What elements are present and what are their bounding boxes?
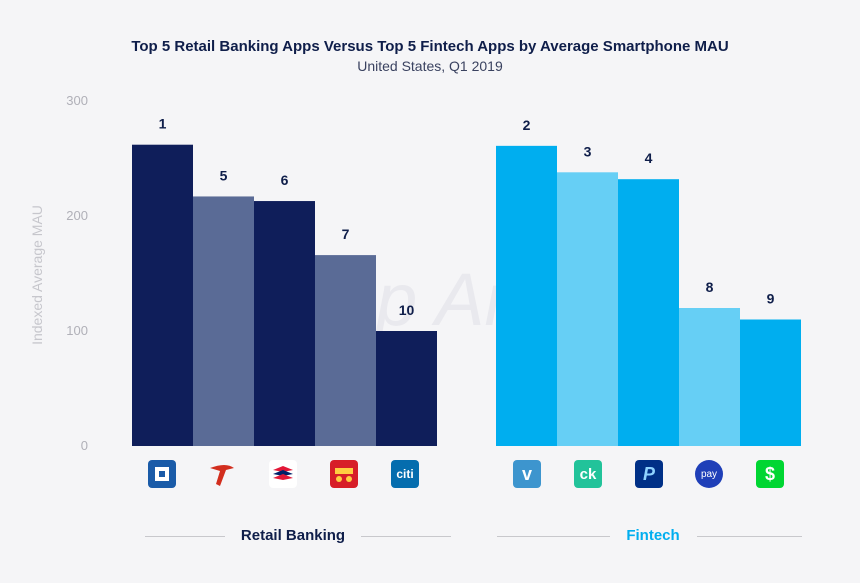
- bar-rank-label: 7: [342, 226, 350, 242]
- group-label-retail-banking: Retail Banking: [240, 527, 346, 544]
- bar-rank-label: 2: [523, 117, 531, 133]
- bar-fintech-2: [496, 145, 557, 446]
- paypal-icon: P: [635, 460, 663, 488]
- wells-fargo-icon: [330, 460, 358, 488]
- bar-retail-banking-7: [315, 255, 376, 446]
- retail-banking-rule-right: [361, 536, 451, 537]
- chart-title: Top 5 Retail Banking Apps Versus Top 5 F…: [131, 38, 729, 55]
- bar-retail-banking-5: [193, 196, 254, 446]
- samsung-pay-icon: pay: [695, 460, 723, 488]
- credit-karma-icon: ck: [574, 460, 602, 488]
- cash-app-text: $: [764, 463, 775, 484]
- fintech-rule-right: [697, 536, 802, 537]
- samsung-pay-text: pay: [700, 468, 718, 480]
- bar-retail-banking-10: [376, 331, 437, 446]
- bar-rank-label: 1: [159, 116, 167, 132]
- bar-rank-label: 5: [220, 167, 228, 183]
- credit-karma-text: ck: [579, 465, 597, 483]
- venmo-icon: v: [513, 460, 541, 488]
- bar-rank-label: 9: [767, 291, 775, 307]
- bar-fintech-9: [740, 319, 801, 446]
- chart-subtitle: United States, Q1 2019: [357, 58, 503, 74]
- y-tick-label: 200: [66, 208, 88, 223]
- citi-icon: citi: [391, 460, 419, 488]
- fintech-rule-left: [497, 536, 610, 537]
- bar-fintech-4: [618, 179, 679, 446]
- bar-fintech-3: [557, 172, 618, 447]
- bar-retail-banking-6: [254, 201, 315, 446]
- retail-banking-rule-left: [145, 536, 225, 537]
- bar-retail-banking-1: [132, 144, 193, 446]
- bar-rank-label: 8: [706, 279, 714, 295]
- cash-app-icon: $: [756, 460, 784, 488]
- y-tick-label: 100: [66, 323, 88, 338]
- bar-rank-label: 6: [281, 172, 289, 188]
- chase-icon: [148, 460, 176, 488]
- paypal-text: P: [642, 463, 655, 484]
- bar-rank-label: 10: [399, 302, 415, 318]
- bar-rank-label: 4: [645, 150, 653, 166]
- y-tick-label: 300: [66, 93, 88, 108]
- bar-rank-label: 3: [584, 143, 592, 159]
- group-label-fintech: Fintech: [626, 527, 680, 544]
- bank-of-america-icon: [269, 460, 297, 488]
- citi-text: citi: [396, 467, 414, 481]
- capital-one-icon: [208, 460, 236, 488]
- venmo-text: v: [521, 463, 532, 484]
- bar-fintech-8: [679, 308, 740, 446]
- y-tick-label: 0: [81, 438, 88, 453]
